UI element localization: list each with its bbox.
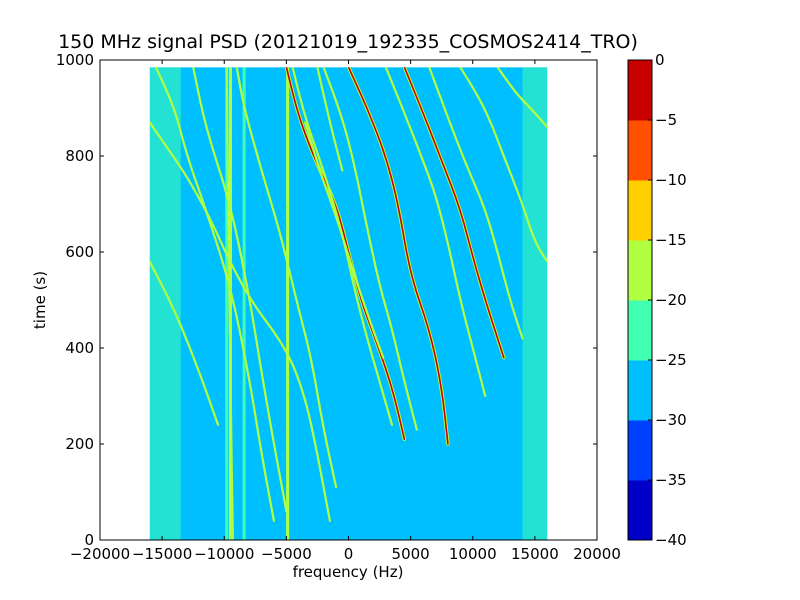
spectrogram-edge-band bbox=[522, 67, 548, 540]
colorbar-segment bbox=[628, 120, 652, 181]
x-tick-label: 0 bbox=[344, 545, 354, 563]
colorbar-tick-label: −5 bbox=[655, 111, 677, 129]
signal-track bbox=[496, 67, 548, 129]
signal-track bbox=[154, 67, 275, 522]
y-tick-label: 400 bbox=[65, 339, 94, 357]
signal-track bbox=[428, 67, 524, 340]
vertical-signal-line bbox=[286, 67, 290, 540]
colorbar-segment bbox=[628, 420, 652, 481]
x-tick-label: −10000 bbox=[194, 545, 254, 563]
signal-track bbox=[285, 67, 406, 440]
spectrogram-edge-band bbox=[149, 67, 181, 540]
x-tick-label: 5000 bbox=[392, 545, 430, 563]
signal-track bbox=[384, 67, 487, 398]
colorbar-tick-label: −40 bbox=[655, 531, 687, 549]
x-tick-label: 10000 bbox=[449, 545, 497, 563]
colorbar-tick-label: −15 bbox=[655, 231, 687, 249]
x-tick-label: −20000 bbox=[70, 545, 130, 563]
signal-track bbox=[316, 67, 344, 172]
colorbar-segment bbox=[628, 180, 652, 241]
chart-title: 150 MHz signal PSD (20121019_192335_COSM… bbox=[58, 31, 638, 53]
colorbar-segment bbox=[628, 360, 652, 421]
x-axis-ticks: −20000 −15000 −10000 −5000 0 5000 10000 15000 20… bbox=[70, 60, 621, 563]
x-tick-label: −5000 bbox=[261, 545, 312, 563]
y-tick-label: 0 bbox=[84, 531, 94, 549]
colorbar-tick-label: −35 bbox=[655, 471, 687, 489]
spectrogram bbox=[149, 67, 548, 540]
x-tick-label: −15000 bbox=[132, 545, 192, 563]
y-tick-label: 200 bbox=[65, 435, 94, 453]
signal-track bbox=[149, 121, 331, 522]
y-axis-title: time (s) bbox=[31, 271, 49, 329]
y-tick-label: 600 bbox=[65, 243, 94, 261]
colorbar-segment bbox=[628, 300, 652, 361]
y-axis-ticks: 0 200 400 600 800 1000 bbox=[56, 51, 597, 549]
plot-area: −20000 −15000 −10000 −5000 0 5000 10000 15000 20… bbox=[56, 51, 621, 563]
colorbar-tick-label: −25 bbox=[655, 351, 687, 369]
colorbar-tick-label: 0 bbox=[655, 51, 665, 69]
colorbar-tick-label: −30 bbox=[655, 411, 687, 429]
colorbar: −40 −35 −30 −25 −20 −15 −10 −5 0 bbox=[627, 51, 687, 549]
colorbar-tick-label: −20 bbox=[655, 291, 687, 309]
signal-track bbox=[235, 67, 338, 489]
signal-track bbox=[403, 67, 505, 359]
vertical-signal-line bbox=[242, 67, 246, 540]
signal-track bbox=[303, 121, 385, 359]
signal-track bbox=[225, 67, 234, 540]
y-tick-label: 800 bbox=[65, 147, 94, 165]
vertical-signal-line bbox=[225, 67, 229, 540]
signal-track bbox=[347, 67, 449, 445]
signal-track bbox=[459, 67, 548, 263]
colorbar-segment bbox=[628, 60, 652, 121]
colorbar-segment bbox=[628, 240, 652, 301]
colorbar-tick-label: −10 bbox=[655, 171, 687, 189]
x-tick-label: 20000 bbox=[573, 545, 621, 563]
signal-track bbox=[322, 67, 418, 431]
x-tick-label: 15000 bbox=[511, 545, 559, 563]
signal-track bbox=[149, 260, 220, 426]
y-tick-label: 1000 bbox=[56, 51, 94, 69]
x-axis-title: frequency (Hz) bbox=[293, 563, 404, 581]
signal-track bbox=[192, 67, 288, 513]
colorbar-segment bbox=[628, 480, 652, 541]
